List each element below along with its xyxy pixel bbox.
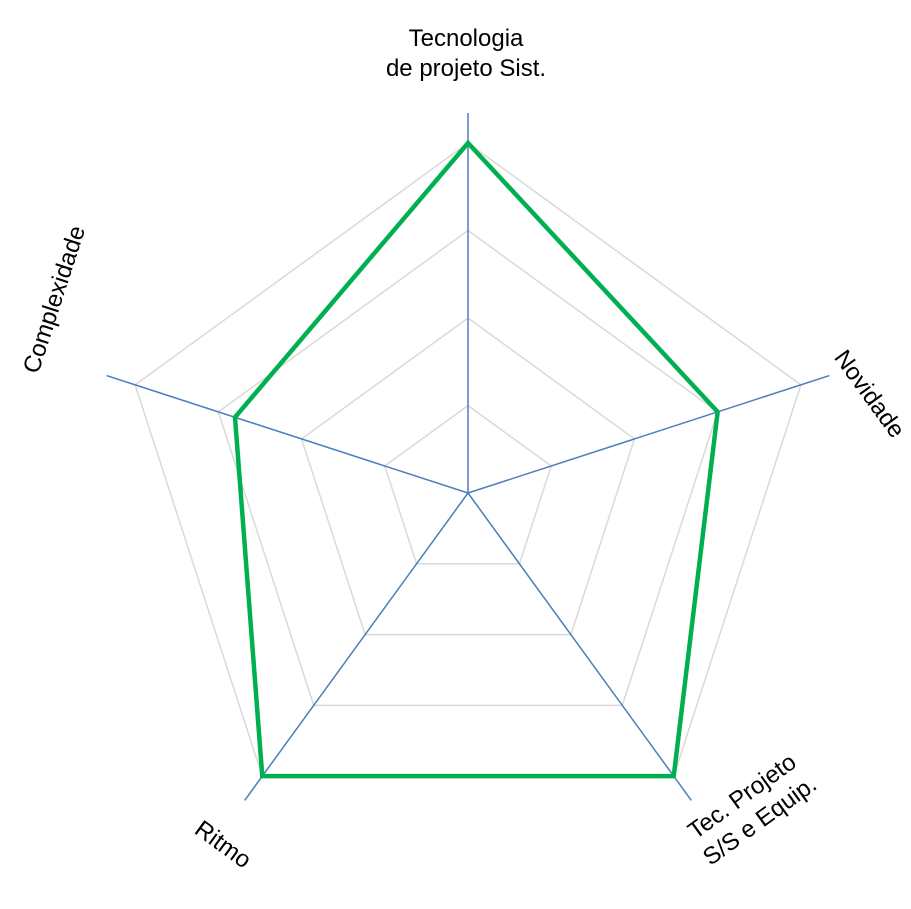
series-line: [232, 139, 721, 779]
axis-line: [467, 492, 692, 801]
axis-line: [106, 374, 469, 494]
grid-ring: [300, 317, 636, 636]
axis-line: [467, 374, 830, 494]
category-label: Tecnologia de projeto Sist.: [386, 25, 546, 82]
grid-ring: [383, 404, 553, 565]
category-label: Tec. ProjetoS/S e Equip.: [681, 747, 822, 872]
grid-ring: [217, 229, 719, 707]
category-label: Novidade: [828, 345, 909, 443]
axis-line: [244, 492, 469, 801]
category-label: Complexidade: [18, 223, 91, 377]
category-label: Ritmo: [189, 816, 256, 875]
